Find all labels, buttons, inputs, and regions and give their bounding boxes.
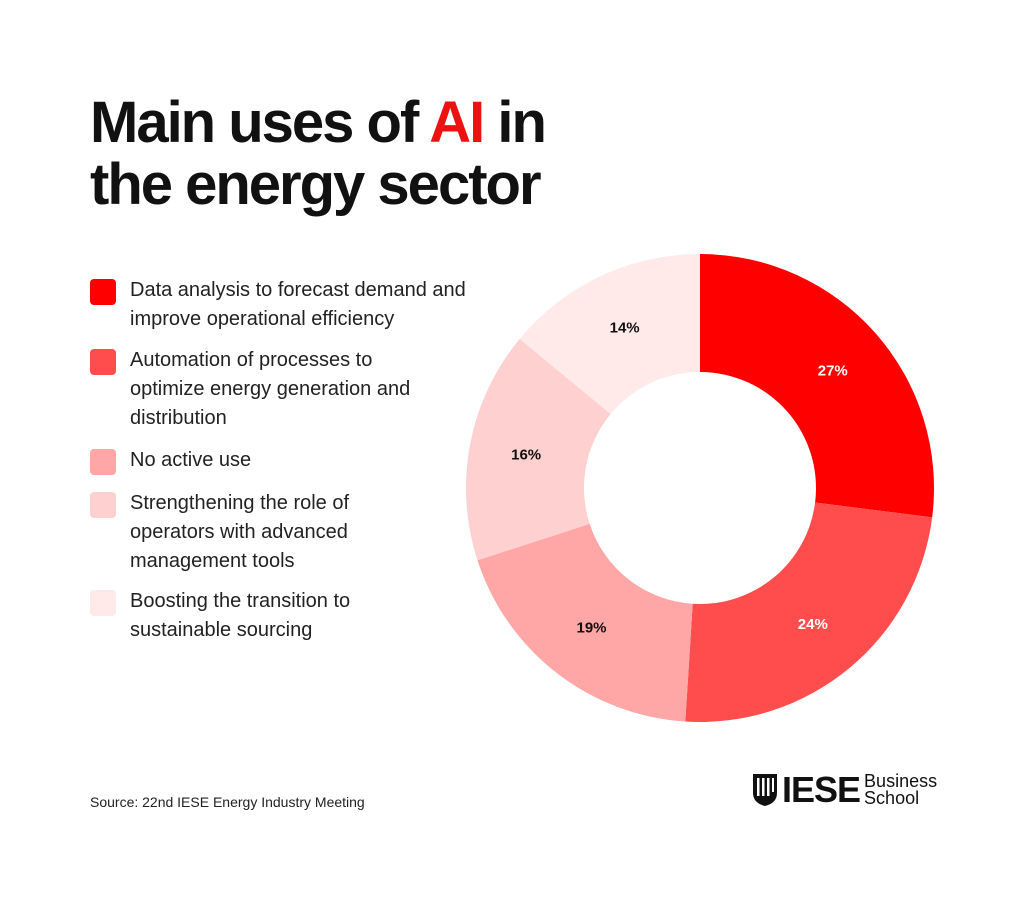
donut-slice-data-analysis-to (700, 254, 934, 518)
legend-item-no-active-use: No active use (90, 446, 510, 475)
slice-label-strengthening-the-role: 16% (511, 446, 541, 463)
slice-label-automation-of-processes: 24% (798, 616, 828, 633)
slice-label-boosting-the-transition: 14% (610, 319, 640, 336)
legend-swatch (90, 492, 116, 518)
slice-label-data-analysis-to: 27% (818, 362, 848, 379)
title-prefix: Main uses of (90, 90, 430, 155)
donut-slice-automation-of-processes (685, 502, 933, 722)
donut-chart: 27% 24% 19% 16% 14% (466, 254, 934, 722)
logo-sub-line1: Business (864, 771, 938, 791)
logo-subtitle: Business School (864, 771, 938, 808)
legend-label: Data analysis to forecast demand and imp… (130, 279, 466, 330)
legend-item-sustainable: Boosting the transition to sustainable s… (90, 587, 510, 645)
title-accent: AI (429, 90, 485, 155)
iese-logo: IESE Business School (752, 770, 937, 810)
title-suffix: in (483, 90, 547, 155)
legend-swatch (90, 349, 116, 375)
title-line2: the energy sector (90, 152, 542, 217)
legend-swatch (90, 279, 116, 305)
legend-label: Boosting the transition to sustainable s… (130, 590, 351, 641)
legend-item-operators: Strengthening the role of operators with… (90, 489, 510, 576)
donut-slice-no-active-use (477, 523, 693, 722)
legend-item-data-analysis: Data analysis to forecast demand and imp… (90, 276, 510, 334)
legend-item-automation: Automation of processes to optimize ener… (90, 346, 510, 433)
logo-name: IESE (782, 769, 861, 810)
source-note: Source: 22nd IESE Energy Industry Meetin… (90, 794, 365, 810)
logo-sub-line2: School (864, 788, 920, 808)
legend-label: Strengthening the role of operators with… (130, 492, 350, 572)
legend-swatch (90, 590, 116, 616)
iese-crest-icon (753, 774, 777, 806)
donut-slice-strengthening-the-role (466, 338, 611, 561)
legend-swatch (90, 449, 116, 475)
slice-label-no-active-use: 19% (576, 619, 606, 636)
chart-title: Main uses of AI in the energy sector (90, 90, 547, 217)
legend-label: Automation of processes to optimize ener… (130, 349, 411, 429)
legend-label: No active use (130, 449, 252, 471)
donut-slice-boosting-the-transition (519, 254, 700, 415)
